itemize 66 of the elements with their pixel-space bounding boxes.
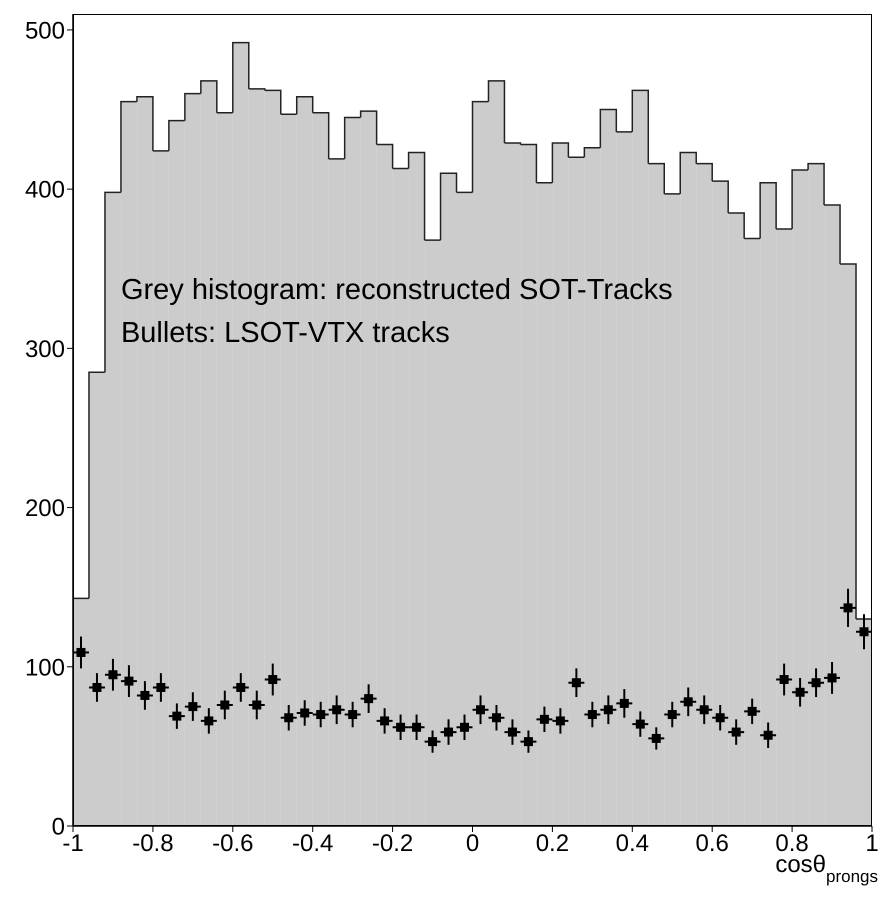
point: [668, 710, 677, 720]
point: [684, 697, 693, 706]
point: [252, 700, 262, 710]
point: [844, 603, 853, 612]
x-tick-label: 0: [466, 830, 480, 858]
point: [652, 734, 661, 743]
point: [556, 716, 565, 726]
point: [716, 713, 725, 722]
y-tick-label: 500: [24, 17, 65, 44]
point: [524, 737, 533, 746]
point: [268, 675, 278, 684]
point: [396, 722, 406, 732]
point: [428, 737, 438, 746]
x-tick-label: 0.2: [536, 830, 570, 858]
y-tick-label: 100: [24, 654, 65, 682]
point: [124, 676, 134, 686]
annotation: Bullets: LSOT-VTX tracks: [120, 316, 450, 350]
point: [540, 714, 549, 724]
x-tick-label: -1: [62, 830, 84, 858]
point: [860, 627, 869, 636]
point: [508, 728, 517, 737]
point: [332, 705, 342, 714]
point: [588, 710, 597, 720]
point: [444, 728, 454, 737]
point: [460, 722, 470, 732]
point: [380, 716, 390, 726]
point: [732, 728, 741, 737]
x-tick-label: -0.8: [132, 830, 174, 858]
point: [316, 710, 326, 720]
point: [108, 670, 118, 680]
x-tick-label: -0.6: [212, 830, 254, 858]
x-tick-label: -0.4: [292, 830, 334, 858]
point: [780, 675, 789, 684]
point: [492, 713, 501, 722]
point: [300, 708, 310, 718]
x-tick-label: -0.2: [372, 830, 414, 858]
point: [828, 673, 837, 682]
point: [796, 688, 805, 697]
point: [572, 678, 581, 688]
point: [172, 712, 182, 721]
point: [348, 710, 358, 720]
y-tick-label: 200: [24, 495, 65, 522]
point: [636, 720, 645, 729]
x-tick-label: 0.4: [616, 830, 649, 858]
point: [476, 705, 485, 714]
point: [92, 682, 102, 692]
point: [156, 682, 166, 692]
point: [412, 722, 422, 732]
point: [700, 705, 709, 714]
annotation: Grey histogram: reconstructed SOT-Tracks: [120, 274, 673, 307]
point: [220, 700, 230, 710]
point: [76, 648, 86, 657]
y-tick-label: 300: [24, 336, 65, 363]
x-tick-label: 0.6: [696, 830, 729, 858]
point: [236, 682, 246, 692]
point: [284, 713, 294, 722]
point: [604, 705, 613, 714]
point: [748, 706, 757, 716]
y-tick-label: 400: [24, 176, 65, 204]
point: [812, 678, 821, 688]
point: [764, 730, 773, 740]
point: [140, 690, 150, 700]
point: [188, 702, 198, 712]
point: [620, 698, 629, 708]
point: [364, 694, 374, 704]
point: [204, 716, 214, 726]
